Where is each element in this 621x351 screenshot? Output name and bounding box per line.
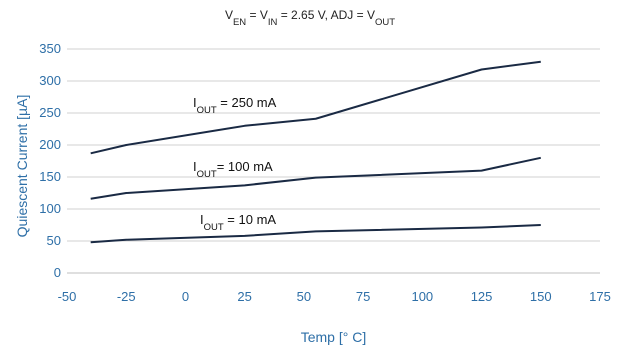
series-line (90, 224, 541, 244)
series-label: IOUT = 250 mA (193, 95, 277, 116)
y-tick-label: 100 (39, 201, 61, 216)
y-tick-label: 300 (39, 73, 61, 88)
y-tick-label: 250 (39, 105, 61, 120)
y-tick-label: 350 (39, 41, 61, 56)
x-axis-title: Temp [° C] (301, 329, 367, 345)
series-label: IOUT = 10 mA (200, 212, 276, 233)
x-tick-label: 100 (411, 289, 433, 304)
y-tick-label: 0 (54, 265, 61, 280)
series-line (90, 156, 541, 200)
chart-title: VEN = VIN = 2.65 V, ADJ = VOUT (225, 8, 395, 28)
x-tick-label: 75 (356, 289, 370, 304)
x-tick-label: 25 (237, 289, 251, 304)
y-tick-label: 150 (39, 169, 61, 184)
series-line (90, 60, 541, 155)
x-tick-label: -25 (117, 289, 136, 304)
x-tick-label: 50 (297, 289, 311, 304)
x-tick-label: 125 (471, 289, 493, 304)
x-tick-label: 0 (182, 289, 189, 304)
y-tick-label: 50 (47, 233, 61, 248)
series-label: IOUT= 100 mA (193, 159, 273, 180)
y-axis-title: Quiescent Current [µA] (14, 95, 30, 238)
y-tick-label: 200 (39, 137, 61, 152)
x-tick-label: 175 (589, 289, 611, 304)
x-tick-label: 150 (530, 289, 552, 304)
x-tick-label: -50 (58, 289, 77, 304)
